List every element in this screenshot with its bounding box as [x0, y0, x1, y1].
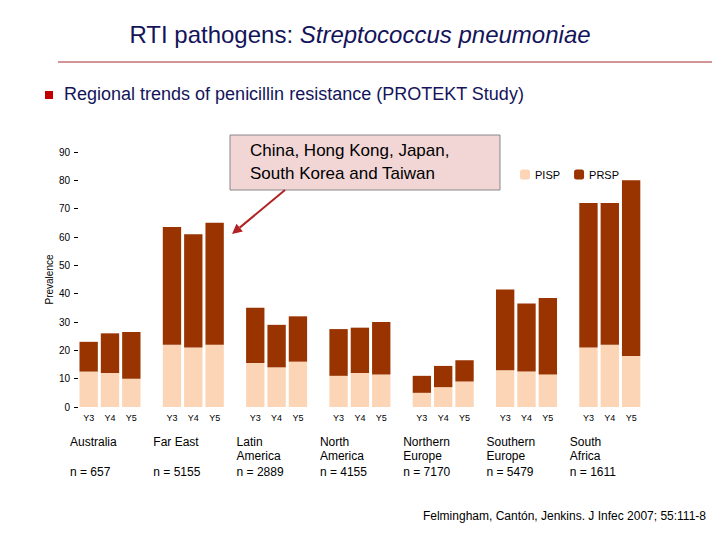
svg-text:70: 70 [59, 203, 71, 214]
svg-text:RTI pathogens:: RTI pathogens: [129, 21, 299, 48]
svg-text:Prevalence: Prevalence [44, 254, 55, 304]
svg-text:n = 657: n = 657 [70, 465, 111, 479]
svg-text:n = 1611: n = 1611 [570, 465, 616, 479]
svg-text:Y3: Y3 [416, 413, 427, 423]
svg-text:America: America [237, 449, 281, 463]
svg-text:Y4: Y4 [604, 413, 615, 423]
svg-text:Southern: Southern [487, 435, 539, 449]
svg-text:PISP: PISP [535, 169, 560, 181]
svg-text:Y3: Y3 [250, 413, 261, 423]
svg-text:Y3: Y3 [583, 413, 594, 423]
svg-text:Far East: Far East [153, 435, 199, 449]
svg-text:Y4: Y4 [188, 413, 199, 423]
svg-text:America: America [320, 449, 364, 463]
svg-text:n = 5155: n = 5155 [153, 465, 200, 479]
svg-text:Y5: Y5 [542, 413, 553, 423]
svg-text:20: 20 [59, 345, 71, 356]
svg-text:50: 50 [59, 260, 71, 271]
svg-text:South: South [570, 435, 605, 449]
svg-text:n = 7170: n = 7170 [403, 465, 450, 479]
svg-text:40: 40 [59, 288, 71, 299]
svg-text:North: North [320, 435, 353, 449]
svg-text:Streptococcus pneumoniae: Streptococcus pneumoniae [300, 21, 591, 48]
svg-text:PRSP: PRSP [589, 169, 619, 181]
svg-text:Y3: Y3 [83, 413, 94, 423]
svg-text:Y3: Y3 [333, 413, 344, 423]
svg-text:Y3: Y3 [500, 413, 511, 423]
svg-text:Y4: Y4 [104, 413, 115, 423]
svg-text:Regional trends of penicillin: Regional trends of penicillin resistance… [64, 84, 524, 104]
svg-text:Australia: Australia [70, 435, 117, 449]
svg-text:Y5: Y5 [292, 413, 303, 423]
svg-text:30: 30 [59, 317, 71, 328]
svg-text:60: 60 [59, 232, 71, 243]
svg-text:Europe: Europe [487, 449, 526, 463]
svg-text:Felmingham, Cantón, Jenkins. J: Felmingham, Cantón, Jenkins. J Infec 200… [423, 509, 706, 523]
svg-text:Europe: Europe [403, 449, 442, 463]
svg-text:South Korea and Taiwan: South Korea and Taiwan [250, 164, 435, 183]
svg-text:n = 2889: n = 2889 [237, 465, 284, 479]
svg-text:Y3: Y3 [166, 413, 177, 423]
svg-text:90: 90 [59, 147, 71, 158]
svg-text:China, Hong Kong, Japan,: China, Hong Kong, Japan, [250, 141, 454, 160]
svg-text:n = 5479: n = 5479 [487, 465, 534, 479]
svg-text:Y4: Y4 [521, 413, 532, 423]
svg-text:0: 0 [64, 402, 70, 413]
svg-text:Latin: Latin [237, 435, 266, 449]
svg-text:Y4: Y4 [354, 413, 365, 423]
svg-text:Northern: Northern [403, 435, 453, 449]
svg-text:Y5: Y5 [459, 413, 470, 423]
svg-text:Y4: Y4 [438, 413, 449, 423]
svg-text:Y5: Y5 [376, 413, 387, 423]
svg-text:Y5: Y5 [626, 413, 637, 423]
svg-text:Y5: Y5 [126, 413, 137, 423]
svg-text:n = 4155: n = 4155 [320, 465, 367, 479]
svg-text:Africa: Africa [570, 449, 601, 463]
svg-text:10: 10 [59, 373, 71, 384]
svg-text:Y4: Y4 [271, 413, 282, 423]
svg-text:80: 80 [59, 175, 71, 186]
svg-text:Y5: Y5 [209, 413, 220, 423]
